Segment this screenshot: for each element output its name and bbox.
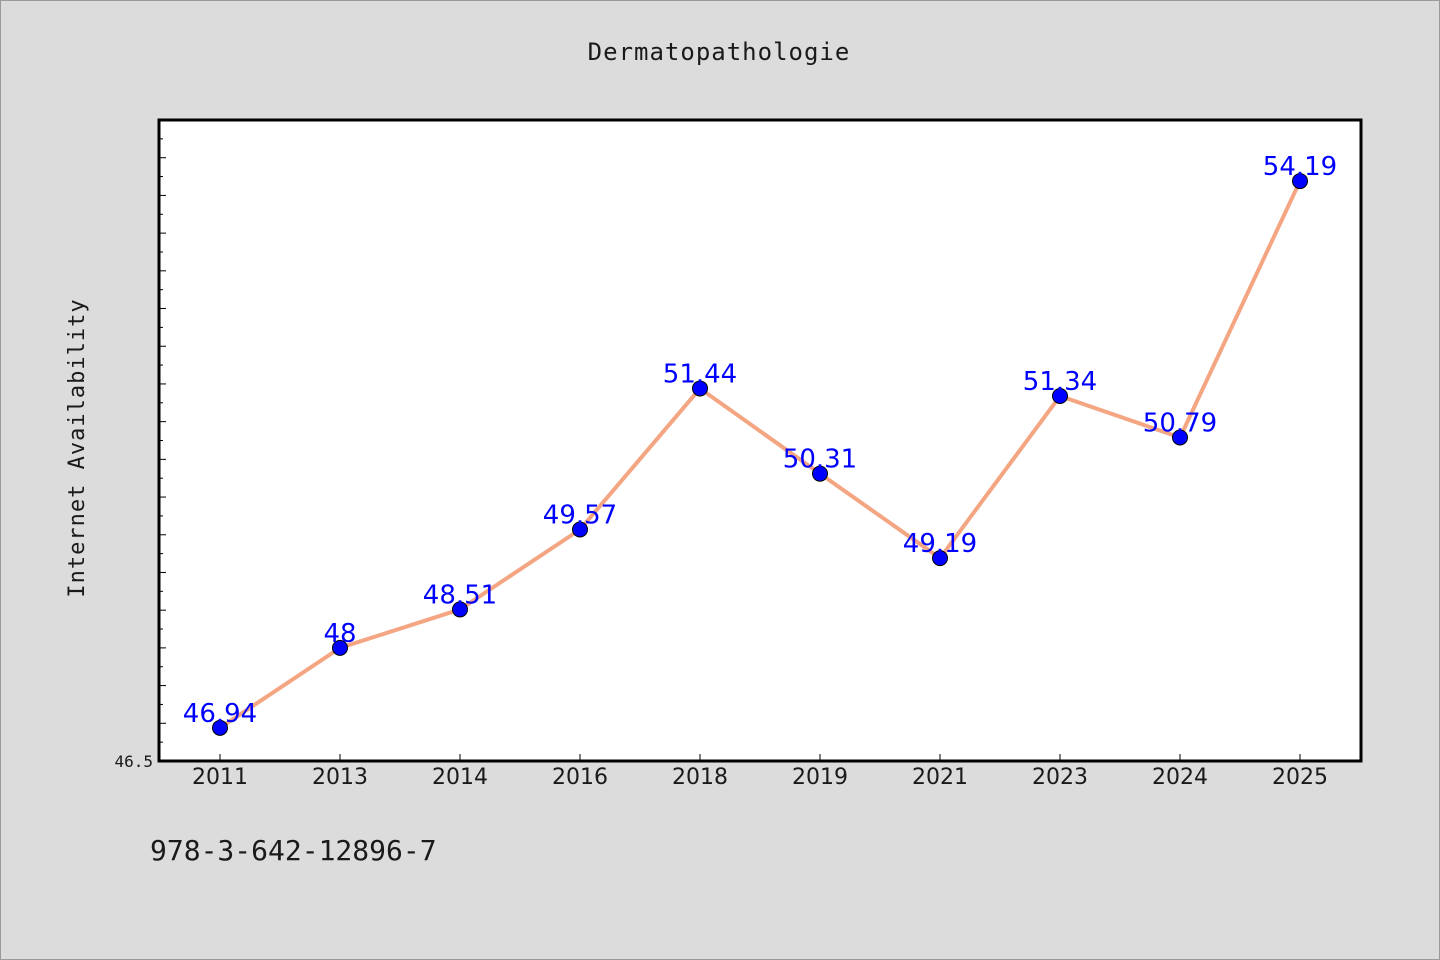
x-tick-label: 2023 <box>1032 765 1088 790</box>
x-tick-label: 2021 <box>912 765 968 790</box>
series-layer <box>212 173 1308 736</box>
chart-title: Dermatopathologie <box>588 38 851 66</box>
data-point <box>1172 429 1188 446</box>
x-tick-label: 2014 <box>432 765 488 790</box>
data-point <box>572 521 588 538</box>
y-tick-label: 46.5 <box>114 752 153 771</box>
x-tick-label: 2016 <box>552 765 608 790</box>
data-label: 51.44 <box>663 359 737 389</box>
x-tick-label: 2024 <box>1152 765 1208 790</box>
x-tick-label: 2025 <box>1272 765 1328 790</box>
series-line <box>218 180 1302 730</box>
data-labels: 46.94 48 48.51 49.57 51.44 50.31 49.19 51.34 50.… <box>183 152 1337 729</box>
isbn-footnote: 978-3-642-12896-7 <box>150 834 437 867</box>
plot-area <box>157 118 1363 763</box>
data-label: 49.19 <box>903 529 977 559</box>
x-tick-label: 2019 <box>792 765 848 790</box>
data-label: 46.94 <box>183 699 257 729</box>
x-ticks: 2011 2013 2014 2016 2018 2019 2021 2023 2024 2025 <box>192 754 1328 790</box>
x-tick-label: 2011 <box>192 765 248 790</box>
data-point <box>1052 388 1068 405</box>
data-point <box>692 380 708 397</box>
data-label: 50.31 <box>783 445 857 475</box>
data-label: 48 <box>323 619 356 649</box>
y-axis-label: Internet Availability <box>65 298 90 597</box>
data-point <box>212 719 228 736</box>
data-point <box>452 601 468 618</box>
x-tick-label: 2013 <box>312 765 368 790</box>
data-label: 49.57 <box>543 500 617 530</box>
data-point <box>1292 173 1308 190</box>
data-point <box>812 465 828 482</box>
data-point <box>932 550 948 567</box>
data-label: 48.51 <box>423 580 497 610</box>
data-label: 51.34 <box>1023 367 1097 397</box>
data-point <box>332 639 348 656</box>
data-label: 50.79 <box>1143 408 1217 438</box>
data-label: 54.19 <box>1263 152 1337 182</box>
y-minor-ticks <box>159 119 166 762</box>
x-tick-label: 2018 <box>672 765 728 790</box>
